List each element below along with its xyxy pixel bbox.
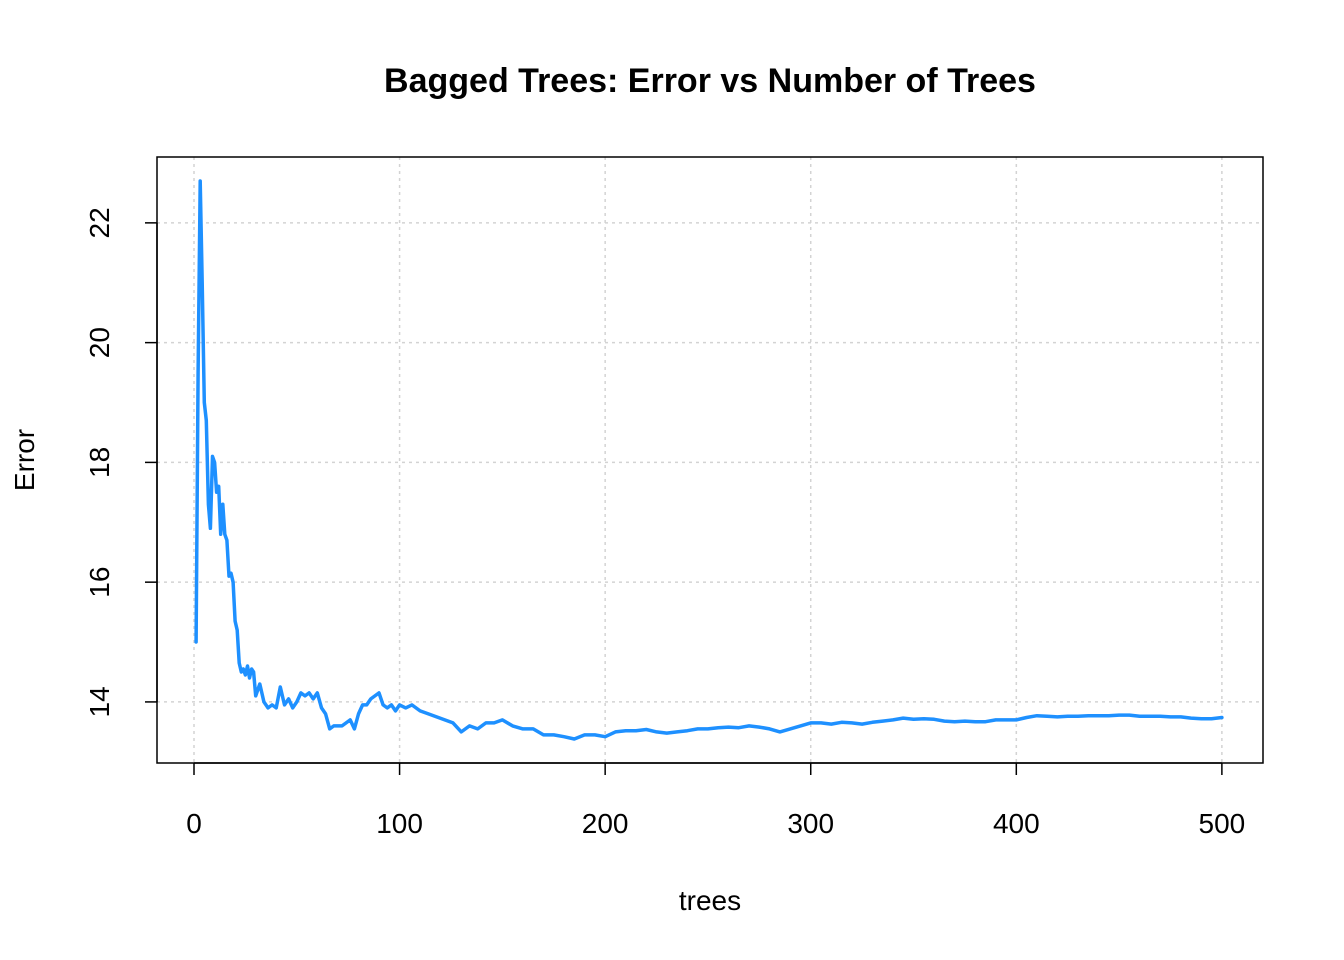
y-axis: 14 16 18 20 22 [84,207,158,717]
x-tick-label: 300 [787,808,834,839]
y-tick-label: 16 [84,567,115,598]
x-axis: 0 100 200 300 400 500 [186,762,1246,839]
y-tick-label: 22 [84,207,115,238]
x-tick-label: 100 [376,808,423,839]
series-layer [194,179,1224,741]
y-axis-label: Error [9,429,40,491]
x-tick-label: 200 [582,808,629,839]
x-axis-label: trees [679,885,741,916]
gridlines [157,157,1263,763]
y-tick-label: 20 [84,327,115,358]
x-tick-label: 400 [993,808,1040,839]
y-tick-label: 14 [84,686,115,717]
chart-title: Bagged Trees: Error vs Number of Trees [384,62,1036,100]
x-tick-label: 500 [1199,808,1246,839]
x-tick-label: 0 [186,808,202,839]
y-tick-label: 18 [84,447,115,478]
plot-area-frame [156,156,1264,764]
series-line-error [194,179,1224,741]
